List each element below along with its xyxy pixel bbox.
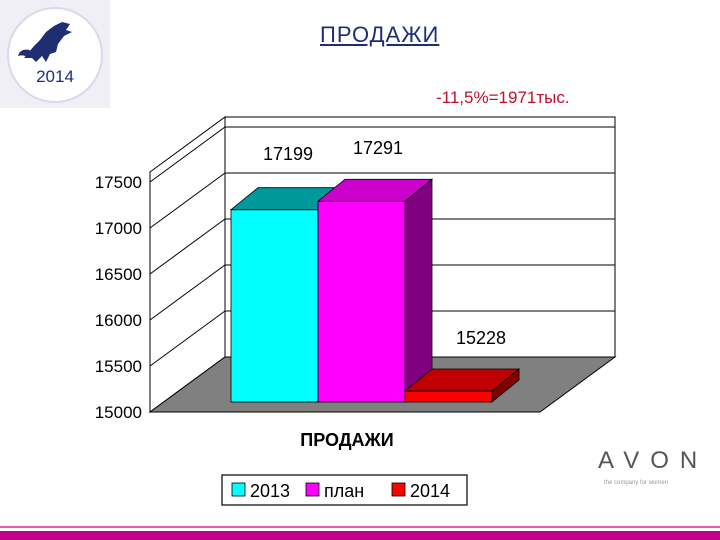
data-label: 17199: [263, 144, 313, 164]
legend-entry: 2013: [250, 481, 290, 501]
bar-план: [316, 178, 434, 403]
legend-swatch: [391, 482, 406, 497]
data-label: 15228: [456, 328, 506, 348]
x-axis-label: ПРОДАЖИ: [300, 430, 394, 450]
footer-bar: [0, 531, 720, 540]
y-tick-label: 17500: [95, 173, 142, 192]
brand-tagline: the company for women: [604, 480, 669, 486]
gridline-side: [149, 172, 226, 229]
gridline-side: [149, 310, 226, 367]
footer-stripe: [0, 526, 720, 528]
logo-year: 2014: [36, 67, 74, 86]
difference-note: -11,5%=1971тыс.: [436, 88, 570, 107]
chart-y-ticks: 15000 15500 16000 16500 17000 17500: [95, 173, 142, 422]
bar-top: [316, 178, 434, 202]
bar-side: [404, 178, 433, 403]
y-tick-label: 16000: [95, 311, 142, 330]
bar-front: [317, 200, 406, 403]
y-tick-label: 15000: [95, 403, 142, 422]
horse-logo-icon: 2014: [7, 7, 103, 103]
y-tick-label: 15500: [95, 357, 142, 376]
chart-bars: [229, 178, 521, 403]
legend-swatch: [305, 482, 320, 497]
y-tick-label: 17000: [95, 219, 142, 238]
bar-2014: [403, 368, 521, 403]
gridline-side: [149, 264, 226, 321]
legend-entry: 2014: [410, 481, 450, 501]
legend-box: [221, 474, 468, 506]
data-label: 17291: [353, 138, 403, 158]
logo: 2014: [0, 0, 110, 108]
y-tick-label: 16500: [95, 265, 142, 284]
bar-front: [230, 209, 319, 403]
bar-front: [404, 390, 493, 403]
slide-title: ПРОДАЖИ: [320, 22, 440, 47]
chart-legend: 2013 план 2014: [221, 474, 468, 506]
legend-swatch: [231, 482, 246, 497]
brand-logo: AVON: [598, 447, 709, 474]
legend-entry: план: [324, 481, 364, 501]
gridline-side: [149, 126, 226, 183]
bar-top: [403, 368, 521, 392]
gridline-side: [149, 218, 226, 275]
chart-data-labels: 17199 17291 15228: [263, 138, 506, 348]
